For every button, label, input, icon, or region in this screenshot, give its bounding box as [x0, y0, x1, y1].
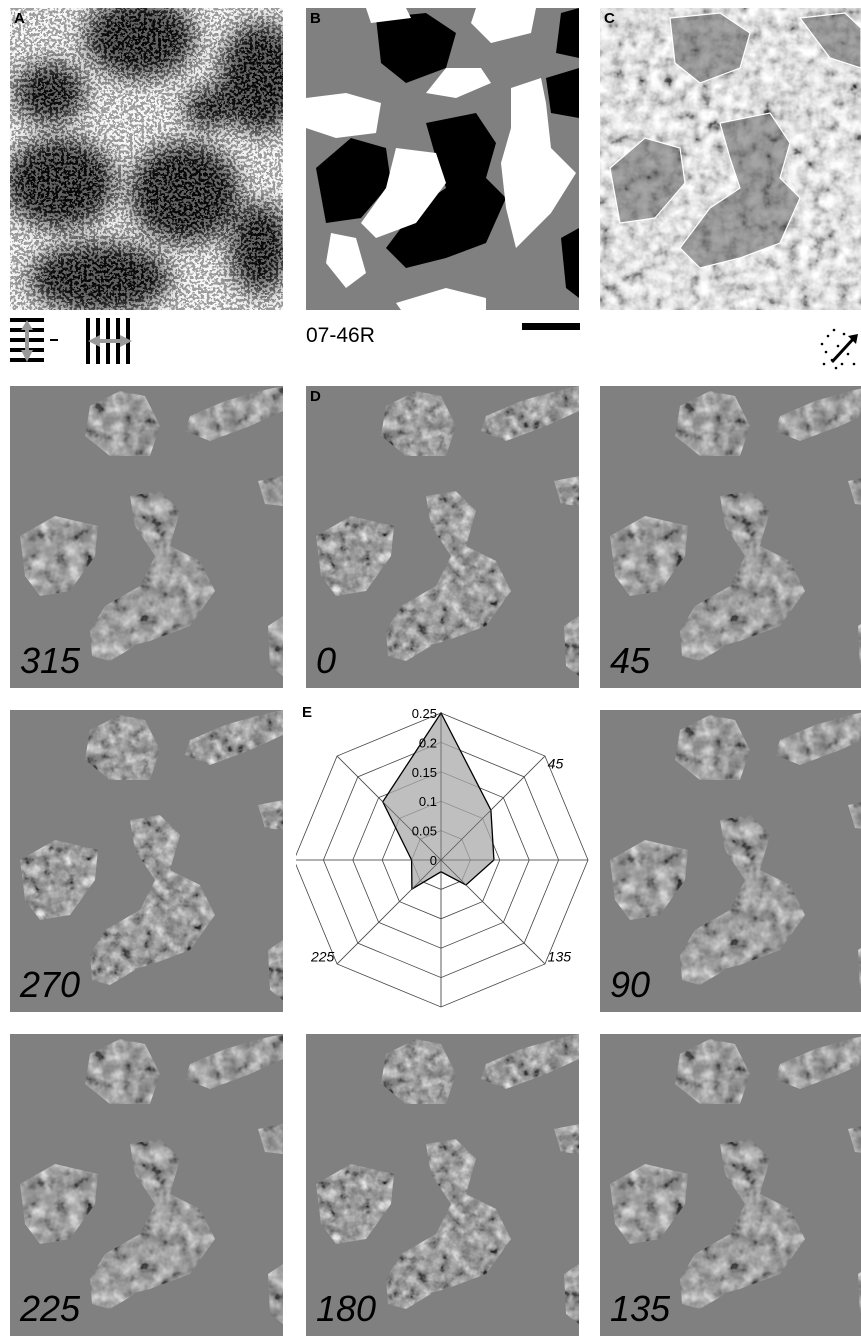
angle-label: 315 [20, 640, 81, 681]
radar-spoke-overlay [440, 859, 546, 965]
radar-spoke-overlay [336, 859, 442, 965]
angle-label: 135 [610, 1288, 671, 1329]
angle-panel-225: 225 [10, 1034, 283, 1336]
panel-letter: C [604, 10, 615, 27]
orientation-difference-icon [10, 318, 132, 364]
angle-panel-135: 135 [600, 1034, 861, 1336]
angle-label: 0 [316, 640, 337, 681]
scale-bar [522, 323, 580, 330]
radar-spoke-overlay [336, 755, 442, 861]
radar-direction-label: 135 [548, 949, 572, 965]
radar-spoke-overlay [440, 755, 546, 861]
angle-panel-90: 90 [600, 710, 861, 1012]
panel-letter: D [310, 388, 321, 405]
radar-tick-label: 0.05 [412, 824, 437, 839]
panel-letter: A [14, 10, 25, 27]
angle-panel-180: 180 [306, 1034, 579, 1336]
radar-tick-label: 0.15 [412, 765, 437, 780]
angle-label: 270 [20, 964, 81, 1005]
radar-tick-label: 0 [430, 853, 437, 868]
panel-letter: E [302, 704, 313, 721]
radar-direction-label: 45 [548, 755, 564, 771]
experiment-code: 07-46R [306, 324, 375, 347]
angle-panel-315: 315 [10, 386, 283, 688]
panel-a-orientation-map: A [10, 8, 283, 310]
panel-letter: B [310, 10, 321, 27]
radar-tick-label: 0.25 [412, 706, 437, 721]
motion-direction-icon [820, 328, 858, 370]
angle-panel-45: 45 [600, 386, 861, 688]
angle-label: 45 [610, 640, 651, 681]
radar-tick-label: 0.2 [419, 735, 437, 750]
panel-e-radar-chart: 0.25 0.2 0.15 0.1 0.05 0 45 135 225 E [296, 700, 596, 1020]
panel-b-domain-map: B [306, 8, 579, 310]
radar-direction-label: 225 [310, 949, 335, 965]
angle-label: 225 [20, 1288, 81, 1329]
angle-label: 90 [610, 964, 651, 1005]
radar-tick-label: 0.1 [419, 794, 437, 809]
angle-panel-0: D 0 [306, 386, 579, 688]
panel-c-overlay-map: C [600, 8, 861, 310]
angle-panel-270: 270 [10, 710, 283, 1012]
radar-plot: 0.25 0.2 0.15 0.1 0.05 0 45 135 225 [296, 706, 589, 1008]
angle-label: 180 [316, 1288, 377, 1329]
